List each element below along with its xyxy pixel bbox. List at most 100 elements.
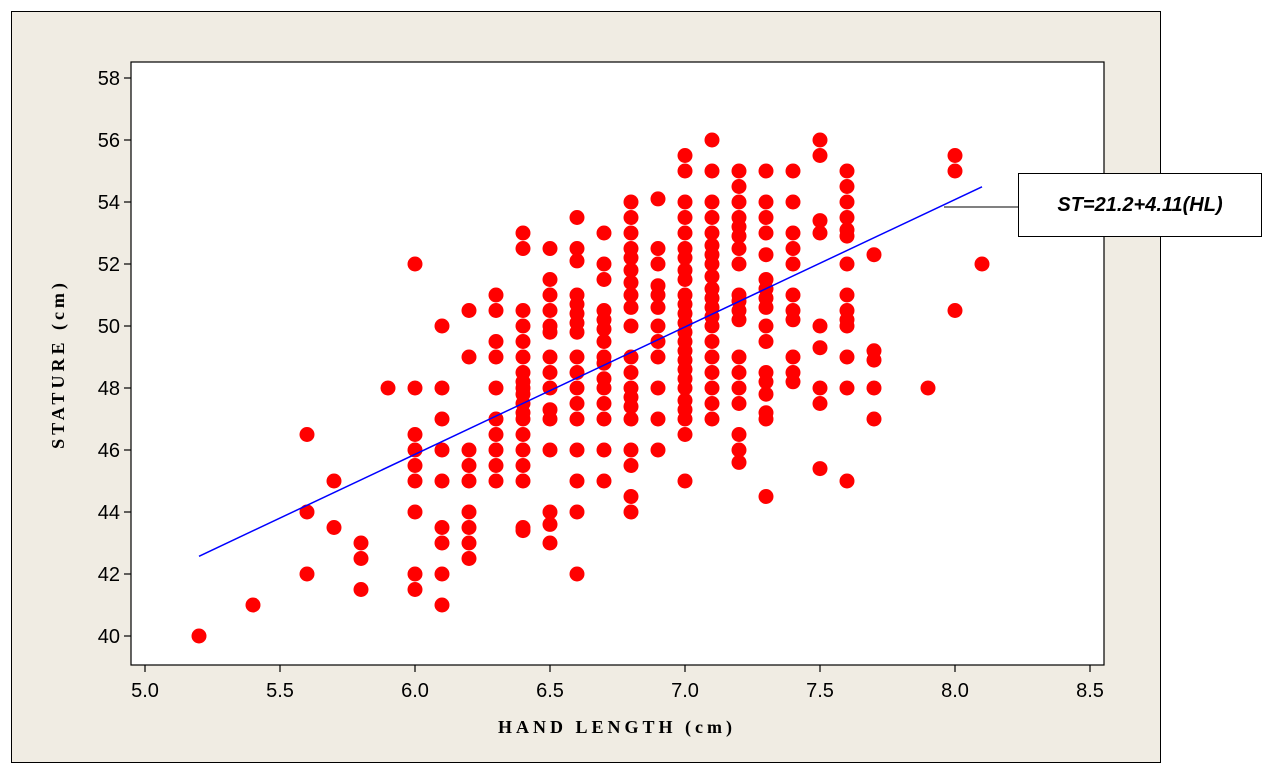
data-point bbox=[569, 210, 585, 225]
data-point bbox=[731, 380, 747, 396]
data-point bbox=[542, 349, 558, 365]
data-point bbox=[461, 458, 477, 473]
data-point bbox=[785, 287, 801, 303]
data-point bbox=[731, 442, 747, 458]
data-point bbox=[704, 268, 720, 284]
data-point bbox=[569, 349, 585, 365]
data-point bbox=[623, 399, 639, 415]
regression-equation: ST=21.2+4.11(HL) bbox=[1057, 193, 1223, 216]
data-point bbox=[650, 287, 666, 303]
data-point bbox=[731, 241, 747, 256]
data-point bbox=[731, 228, 747, 244]
data-point bbox=[677, 272, 693, 287]
data-point bbox=[650, 380, 666, 396]
data-point bbox=[461, 504, 477, 520]
data-point bbox=[623, 504, 639, 520]
data-point bbox=[704, 163, 720, 179]
data-point bbox=[731, 454, 747, 470]
data-point bbox=[704, 318, 720, 334]
data-point bbox=[650, 442, 666, 458]
data-point bbox=[515, 349, 531, 365]
y-tick-label: 44 bbox=[98, 502, 120, 524]
data-point bbox=[299, 566, 315, 582]
data-point bbox=[731, 256, 747, 272]
data-point bbox=[947, 163, 963, 179]
data-point bbox=[623, 210, 639, 225]
data-point bbox=[596, 411, 612, 427]
data-point bbox=[596, 380, 612, 396]
data-point bbox=[758, 210, 774, 225]
data-point bbox=[623, 489, 639, 504]
data-point bbox=[353, 535, 369, 551]
data-point bbox=[623, 194, 639, 210]
data-point bbox=[434, 411, 450, 427]
data-point bbox=[407, 504, 423, 520]
data-point bbox=[407, 427, 423, 442]
data-point bbox=[515, 442, 531, 458]
data-point bbox=[677, 250, 693, 266]
x-tick-label: 5.0 bbox=[131, 680, 159, 702]
y-tick-label: 46 bbox=[98, 440, 120, 462]
data-point bbox=[704, 256, 720, 272]
data-point bbox=[407, 442, 423, 458]
x-tick-label: 6.5 bbox=[536, 680, 564, 702]
data-point bbox=[839, 380, 855, 396]
data-point bbox=[731, 163, 747, 179]
data-point bbox=[515, 334, 531, 349]
data-point bbox=[623, 442, 639, 458]
data-point bbox=[839, 194, 855, 210]
x-tick-label: 6.0 bbox=[401, 680, 429, 702]
data-point bbox=[866, 411, 882, 427]
data-point bbox=[731, 194, 747, 210]
y-tick-label: 48 bbox=[98, 378, 120, 400]
data-point bbox=[461, 535, 477, 551]
data-point bbox=[488, 411, 504, 427]
data-point bbox=[380, 380, 396, 396]
data-point bbox=[353, 582, 369, 597]
equation-callout: ST=21.2+4.11(HL) bbox=[1018, 173, 1262, 237]
data-point bbox=[569, 241, 585, 256]
data-point bbox=[569, 380, 585, 396]
data-point bbox=[785, 194, 801, 210]
data-point bbox=[542, 504, 558, 520]
data-point bbox=[623, 250, 639, 266]
x-axis: 5.0 5.5 6.0 6.5 7.0 7.5 8.0 8.5 bbox=[131, 665, 1104, 702]
data-point bbox=[650, 191, 666, 207]
data-point bbox=[434, 566, 450, 582]
data-point bbox=[407, 473, 423, 489]
data-point bbox=[677, 411, 693, 427]
data-point bbox=[461, 473, 477, 489]
data-point bbox=[488, 287, 504, 303]
data-point bbox=[785, 256, 801, 272]
data-point bbox=[488, 442, 504, 458]
data-point bbox=[650, 299, 666, 315]
y-tick-label: 40 bbox=[98, 626, 120, 648]
data-point bbox=[596, 334, 612, 349]
data-point bbox=[947, 148, 963, 163]
data-point bbox=[434, 535, 450, 551]
data-point bbox=[623, 299, 639, 315]
data-point bbox=[731, 365, 747, 380]
data-point bbox=[326, 473, 342, 489]
data-point bbox=[839, 318, 855, 334]
data-point bbox=[704, 210, 720, 225]
data-point bbox=[623, 318, 639, 334]
data-point bbox=[839, 256, 855, 272]
data-point bbox=[758, 334, 774, 349]
y-tick-label: 54 bbox=[98, 192, 120, 214]
x-axis-title: HAND LENGTH (cm) bbox=[498, 717, 736, 738]
data-point bbox=[785, 349, 801, 365]
data-point bbox=[758, 374, 774, 390]
data-point bbox=[704, 349, 720, 365]
data-point bbox=[488, 334, 504, 349]
data-points bbox=[191, 132, 990, 644]
data-point bbox=[785, 225, 801, 241]
data-point bbox=[839, 210, 855, 225]
data-point bbox=[731, 312, 747, 328]
data-point bbox=[434, 520, 450, 535]
data-point bbox=[812, 225, 828, 241]
data-point bbox=[569, 253, 585, 269]
data-point bbox=[758, 489, 774, 504]
data-point bbox=[758, 225, 774, 241]
data-point bbox=[515, 225, 531, 241]
